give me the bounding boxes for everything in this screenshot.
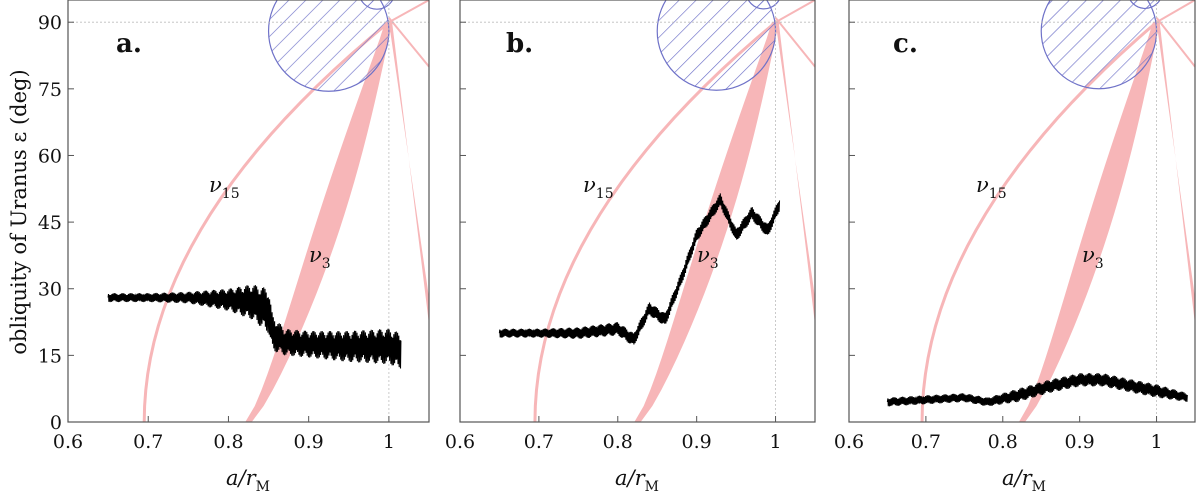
y-axis-label: obliquity of Uranus ε (deg) — [7, 69, 31, 354]
ytick-label-2: 30 — [38, 279, 62, 301]
upper-band — [388, 0, 430, 24]
xtick-label-2: 0.8 — [603, 431, 633, 453]
ytick-label-1: 15 — [38, 345, 62, 367]
ytick-label-6: 90 — [38, 12, 62, 34]
trajectory-line — [107, 285, 402, 369]
ytick-label-5: 75 — [38, 79, 62, 101]
forbidden-region-lobe — [360, 0, 394, 10]
upper-band-2 — [388, 17, 430, 68]
nu15-band — [920, 21, 1158, 423]
panel-b: 0.6 0.7 0.8 0.9 1 b. ν15 ν3 a/rM — [445, 0, 816, 495]
upper-band-2 — [774, 17, 816, 68]
panel-a-nu3-label: ν3 — [309, 243, 331, 272]
ytick-label-4: 60 — [38, 145, 62, 167]
panel-a-hatch — [267, 0, 394, 92]
panel-c-frame — [848, 0, 1196, 423]
xtick-label-1: 0.7 — [524, 431, 554, 453]
ytick-label-3: 45 — [38, 212, 62, 234]
panel-c-nu3-label: ν3 — [1082, 243, 1104, 272]
panel-a-xtick-labels: 0.6 0.7 0.8 0.9 1 — [53, 431, 395, 453]
upper-band — [1156, 0, 1196, 24]
panel-a-nu15-label: ν15 — [209, 173, 240, 202]
panel-b-nu15-label: ν15 — [583, 173, 614, 202]
xtick-label-2: 0.8 — [213, 431, 243, 453]
panel-b-xlabel: a/rM — [615, 466, 659, 495]
xtick-label-0: 0.6 — [834, 431, 864, 453]
xtick-label-0: 0.6 — [445, 431, 475, 453]
panel-c-nu15-label: ν15 — [976, 173, 1007, 202]
panel-a: 0.6 0.7 0.8 0.9 1 0 15 30 45 60 75 90 a. ν15 ν3 a/… — [38, 0, 430, 495]
nu3-band — [245, 22, 393, 423]
upper-band-2 — [1155, 17, 1196, 68]
right-band — [775, 22, 815, 325]
panel-a-ytick-labels: 0 15 30 45 60 75 90 — [38, 12, 62, 434]
xtick-label-1: 0.7 — [911, 431, 941, 453]
panel-a-ticks — [67, 21, 390, 423]
right-band — [388, 22, 429, 325]
trajectory-line — [886, 373, 1188, 407]
panel-c-bands — [920, 0, 1196, 423]
panel-c-trajectory — [886, 373, 1188, 407]
forbidden-region-lobe — [747, 0, 780, 10]
xtick-label-3: 0.9 — [682, 431, 712, 453]
ytick-label-0: 0 — [50, 412, 62, 434]
panel-b-label: b. — [506, 29, 533, 59]
panel-a-guides — [68, 0, 429, 422]
panel-c-guides — [849, 0, 1195, 422]
panel-b-guides — [460, 0, 815, 422]
panel-c-xtick-labels: 0.6 0.7 0.8 0.9 1 — [834, 431, 1163, 453]
xtick-label-4: 1 — [770, 431, 782, 453]
upper-band — [775, 0, 816, 24]
xtick-label-4: 1 — [1151, 431, 1163, 453]
xtick-label-4: 1 — [383, 431, 395, 453]
panel-b-ticks — [459, 21, 777, 423]
panel-a-xlabel: a/rM — [226, 466, 270, 495]
forbidden-region — [267, 0, 390, 92]
panel-b-xtick-labels: 0.6 0.7 0.8 0.9 1 — [445, 431, 782, 453]
panel-c: 0.6 0.7 0.8 0.9 1 c. ν15 ν3 a/rM — [834, 0, 1196, 495]
panel-c-xlabel: a/rM — [1002, 466, 1046, 495]
xtick-label-3: 0.9 — [1065, 431, 1095, 453]
forbidden-region-lobe — [1129, 0, 1161, 10]
panel-b-trajectory — [498, 193, 781, 345]
xtick-label-3: 0.9 — [294, 431, 324, 453]
right-band — [1156, 22, 1195, 325]
panel-a-trajectory — [107, 285, 402, 369]
trajectory-line — [498, 193, 781, 345]
xtick-label-1: 0.7 — [133, 431, 163, 453]
panel-a-frame — [67, 0, 430, 423]
nu3-band — [1018, 22, 1161, 423]
xtick-label-0: 0.6 — [53, 431, 83, 453]
xtick-label-2: 0.8 — [988, 431, 1018, 453]
panel-b-nu3-label: ν3 — [697, 243, 719, 272]
panel-c-ticks — [848, 21, 1158, 423]
panel-a-label: a. — [116, 29, 142, 59]
panel-c-label: c. — [893, 29, 918, 59]
panel-b-frame — [459, 0, 816, 423]
